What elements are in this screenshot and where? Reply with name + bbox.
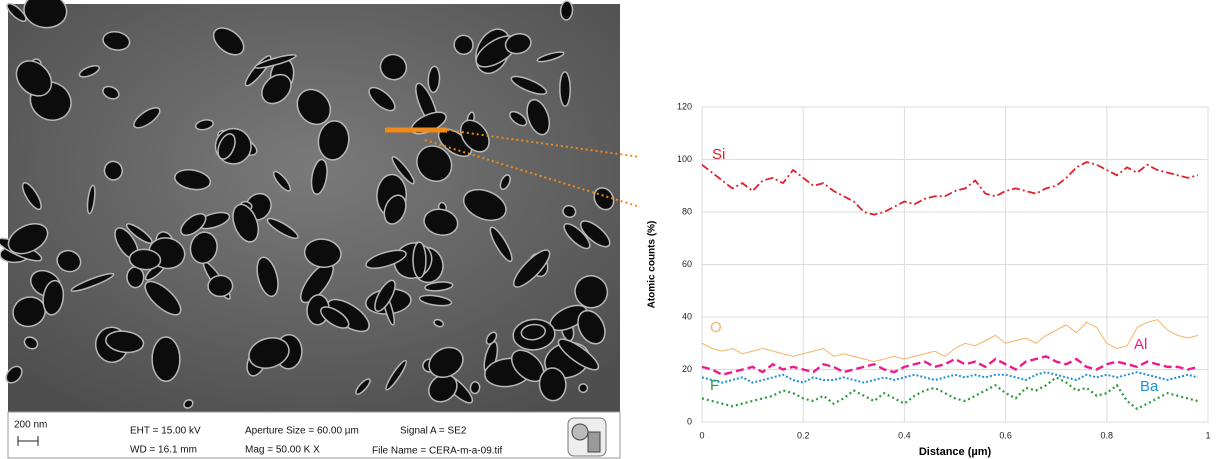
series-label: Si [712, 146, 725, 163]
pore [152, 337, 180, 381]
pore [127, 267, 144, 288]
file-name: File Name = CERA-m-a-09.tif [372, 446, 503, 457]
pore [560, 72, 571, 106]
y-tick-label: 60 [682, 259, 692, 269]
y-tick-label: 80 [682, 206, 692, 216]
series-label: Al [1134, 336, 1147, 353]
x-axis-label: Distance (µm) [919, 446, 992, 458]
logo [568, 418, 606, 456]
x-tick-label: 0.2 [797, 430, 810, 440]
signal: Signal A = SE2 [400, 426, 467, 437]
series-label: Ba [1140, 378, 1159, 395]
series-label: O [710, 319, 722, 336]
y-tick-label: 20 [682, 364, 692, 374]
y-tick-label: 0 [687, 416, 692, 426]
chart: 0 20 40 60 80 100 120 0 0.2 0.4 0.6 0.8 1 Distance (µ… [647, 101, 1211, 458]
figure: 200 nm EHT = 15.00 kV WD = 16.1 mm Apert… [0, 0, 1220, 459]
pore [560, 1, 573, 20]
x-tick-label: 0 [699, 430, 704, 440]
y-axis-label: Atomic counts (%) [647, 221, 658, 309]
pore [413, 242, 426, 278]
x-tick-label: 0.6 [999, 430, 1012, 440]
pore [208, 275, 233, 297]
pore [470, 381, 481, 394]
y-tick-label: 120 [677, 101, 692, 111]
aperture: Aperture Size = 60.00 µm [245, 426, 359, 437]
wd: WD = 16.1 mm [130, 445, 197, 456]
mag: Mag = 50.00 K X [245, 445, 320, 456]
eht: EHT = 15.00 kV [130, 426, 201, 437]
y-tick-label: 40 [682, 311, 692, 321]
x-tick-label: 0.4 [898, 430, 911, 440]
y-tick-label: 100 [677, 154, 692, 164]
x-tick-label: 0.8 [1101, 430, 1114, 440]
x-tick-label: 1 [1205, 430, 1210, 440]
scale-label: 200 nm [14, 420, 47, 431]
